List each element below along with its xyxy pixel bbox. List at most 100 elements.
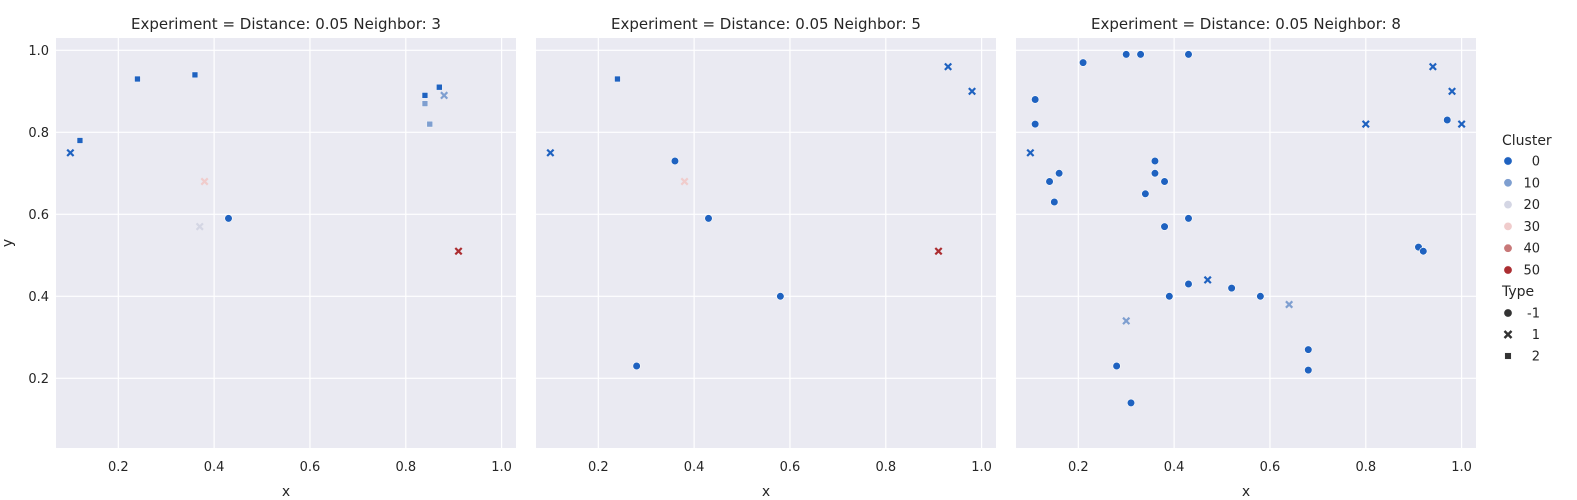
panel-1-point-4	[454, 247, 463, 256]
panel-3-point-9	[1150, 156, 1160, 166]
x-tick-label: 0.2	[1068, 460, 1089, 475]
panel-3: Experiment = Distance: 0.05 Neighbor: 8 …	[1016, 15, 1476, 500]
legend-style-marker-1	[1503, 330, 1513, 339]
legend-style-title: Type	[1501, 284, 1534, 300]
panel-3-point-7	[1055, 169, 1064, 178]
legend-hue-marker-0	[1503, 156, 1513, 166]
legend-hue-marker-40	[1503, 243, 1513, 253]
panel-1-point-0	[224, 214, 233, 223]
panel-3-point-21	[1256, 292, 1265, 301]
y-axis-label: y	[0, 239, 16, 247]
legend-hue-marker-30	[1503, 221, 1513, 231]
legend-hue-label-0: 0	[1532, 155, 1540, 170]
panel-2-point-1	[670, 156, 680, 166]
panel-1-point-11	[436, 84, 443, 91]
panel-3-x-ticks: 0.2 0.4 0.6 0.8 1.0	[1068, 460, 1472, 475]
panel-2-x-ticks: 0.2 0.4 0.6 0.8 1.0	[588, 460, 992, 475]
y-tick-label: 0.8	[28, 126, 49, 141]
panel-3-point-12	[1141, 189, 1150, 198]
panel-3-point-3	[1184, 50, 1193, 59]
panel-3-point-20	[1165, 292, 1174, 301]
panel-3-point-31	[1361, 120, 1370, 129]
legend-style-entries: -1 1 2	[1503, 307, 1540, 365]
panel-1-plot-area	[56, 38, 516, 448]
panel-2-point-6	[968, 87, 977, 96]
legend-hue-label-30: 30	[1523, 220, 1540, 235]
panel-3-point-14	[1160, 222, 1169, 231]
panel-1-points	[66, 71, 463, 256]
panel-2: Experiment = Distance: 0.05 Neighbor: 5 …	[536, 15, 996, 500]
panel-1-point-12	[426, 120, 433, 128]
panel-1-point-8	[76, 137, 84, 144]
panel-2-plot-area	[536, 38, 996, 448]
panel-3-grid	[1016, 38, 1476, 448]
panel-1-point-6	[191, 71, 199, 79]
panel-3-point-2	[1136, 50, 1145, 59]
legend-style-marker-2	[1504, 352, 1512, 360]
panel-3-point-23	[1304, 345, 1313, 354]
x-tick-label: 0.8	[875, 460, 896, 475]
panel-2-point-0	[704, 214, 713, 223]
panel-1-title: Experiment = Distance: 0.05 Neighbor: 3	[131, 15, 441, 33]
panel-1-point-3	[200, 177, 209, 186]
panel-3-point-19	[1227, 284, 1236, 293]
panel-2-title: Experiment = Distance: 0.05 Neighbor: 5	[611, 15, 921, 33]
y-tick-label: 0.4	[28, 290, 49, 305]
legend-hue-title: Cluster	[1502, 133, 1552, 149]
legend-hue-label-20: 20	[1523, 198, 1540, 213]
panel-3-title: Experiment = Distance: 0.05 Neighbor: 8	[1091, 15, 1401, 33]
x-tick-label: 0.8	[1355, 460, 1376, 475]
x-tick-label: 0.6	[780, 460, 801, 475]
panel-3-point-15	[1443, 115, 1452, 125]
panel-3-point-26	[1203, 275, 1212, 284]
panel-3-point-1	[1122, 50, 1131, 59]
panel-3-point-4	[1031, 95, 1040, 104]
panel-3-point-24	[1304, 366, 1313, 375]
x-tick-label: 1.0	[971, 460, 992, 475]
legend-hue-label-40: 40	[1523, 242, 1540, 257]
panel-1-point-9	[421, 92, 429, 99]
panel-2-point-8	[680, 177, 689, 186]
y-tick-label: 1.0	[28, 44, 49, 59]
panel-1-x-axis-label: x	[282, 484, 290, 500]
panel-2-point-9	[614, 75, 621, 83]
panel-2-point-2	[776, 292, 785, 301]
panel-1: Experiment = Distance: 0.05 Neighbor: 3 …	[0, 15, 516, 500]
panel-3-plot-area	[1016, 38, 1476, 448]
panel-3-point-22	[1112, 361, 1121, 371]
panel-3-point-0	[1078, 58, 1088, 67]
panel-3-point-18	[1184, 279, 1193, 289]
panel-3-points	[1026, 50, 1466, 408]
x-tick-label: 0.4	[684, 460, 705, 475]
panel-3-point-13	[1184, 214, 1193, 223]
x-tick-label: 0.2	[588, 460, 609, 475]
x-tick-label: 0.6	[1260, 460, 1281, 475]
panel-1-point-5	[440, 91, 449, 100]
panel-3-point-29	[1448, 87, 1457, 96]
panel-2-grid	[536, 38, 996, 448]
panel-3-point-5	[1031, 119, 1040, 129]
legend-style-label--1: -1	[1527, 307, 1540, 322]
legend-hue-marker-10	[1503, 178, 1513, 188]
x-tick-label: 0.6	[300, 460, 321, 475]
legend: Cluster 0 10 20 30 40 50 Type -1 1 2	[1501, 133, 1552, 365]
panel-1-point-7	[134, 75, 141, 83]
panel-2-point-4	[546, 148, 555, 157]
x-tick-label: 0.2	[108, 460, 129, 475]
panel-3-point-10	[1150, 169, 1160, 178]
legend-hue-label-50: 50	[1523, 264, 1540, 279]
panel-3-point-33	[1122, 316, 1131, 325]
x-tick-label: 1.0	[1451, 460, 1472, 475]
legend-hue-entries: 0 10 20 30 40 50	[1503, 155, 1540, 279]
panel-1-y-ticks: 0.2 0.4 0.6 0.8 1.0	[28, 44, 49, 387]
panel-3-point-32	[1285, 300, 1294, 309]
panel-1-point-10	[421, 100, 429, 107]
x-tick-label: 0.8	[395, 460, 416, 475]
legend-style-marker--1	[1503, 308, 1513, 318]
panel-1-grid	[56, 38, 516, 448]
panel-3-point-6	[1045, 177, 1054, 186]
panel-1-x-ticks: 0.2 0.4 0.6 0.8 1.0	[108, 460, 512, 475]
panel-3-point-30	[1457, 120, 1466, 129]
legend-hue-marker-20	[1503, 200, 1513, 210]
